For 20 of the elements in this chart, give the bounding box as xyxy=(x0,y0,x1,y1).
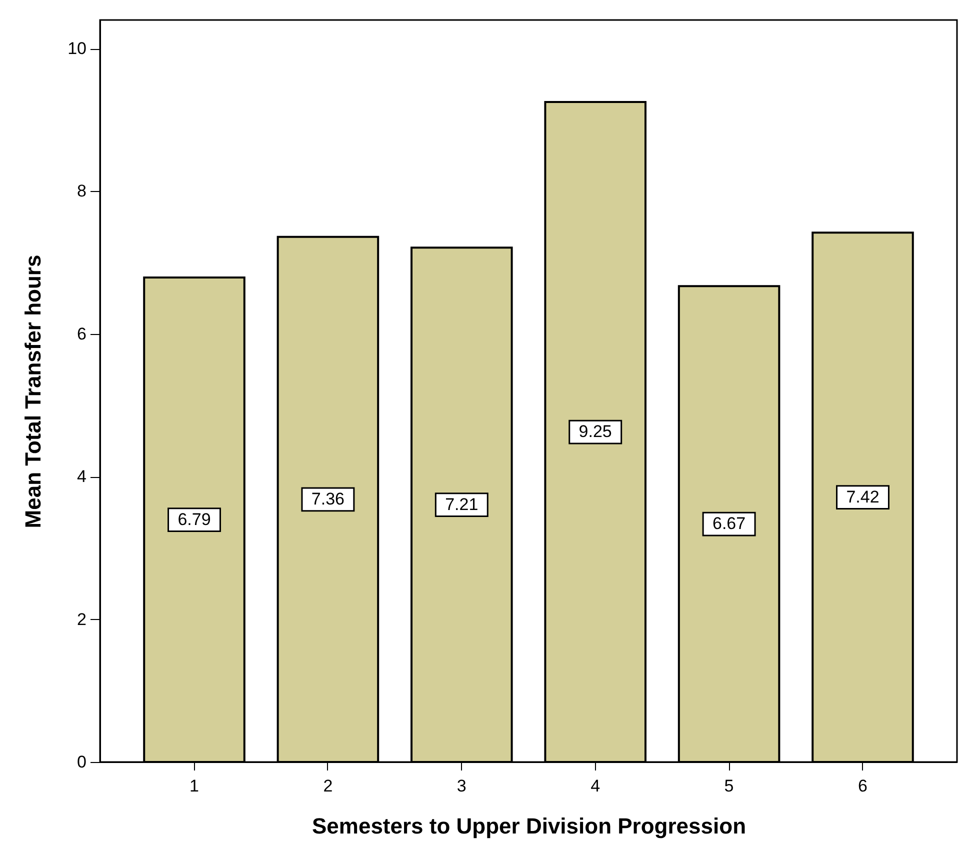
x-tick-label: 3 xyxy=(456,776,466,796)
x-tick-label: 6 xyxy=(858,776,868,796)
data-label: 6.67 xyxy=(712,514,746,534)
data-label: 7.21 xyxy=(445,494,478,514)
x-tick-label: 2 xyxy=(323,776,333,796)
x-axis-title: Semesters to Upper Division Progression xyxy=(312,814,746,838)
y-tick-label: 8 xyxy=(77,182,86,201)
x-tick-label: 5 xyxy=(724,776,734,796)
y-axis-title: Mean Total Transfer hours xyxy=(20,254,46,528)
x-tick-label: 4 xyxy=(590,776,600,796)
data-label: 6.79 xyxy=(178,510,211,529)
data-label: 7.36 xyxy=(311,489,344,508)
x-tick-label: 1 xyxy=(190,776,199,796)
y-tick-label: 6 xyxy=(77,324,86,344)
data-label: 7.42 xyxy=(846,487,880,506)
y-tick-label: 10 xyxy=(68,39,86,58)
y-tick-label: 2 xyxy=(77,610,86,629)
data-label: 9.25 xyxy=(578,422,612,442)
y-tick-label: 0 xyxy=(77,752,86,772)
y-tick-label: 4 xyxy=(77,467,86,486)
